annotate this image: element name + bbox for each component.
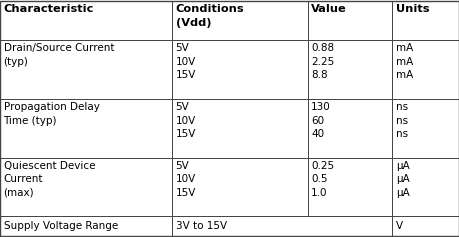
Bar [0,99,172,158]
Bar [392,40,459,99]
Text: Propagation Delay
Time (typ): Propagation Delay Time (typ) [4,102,100,126]
Bar [308,1,392,40]
Bar [172,1,308,40]
Bar [0,40,172,99]
Text: Quiescent Device
Current
(max): Quiescent Device Current (max) [4,161,95,198]
Bar [0,158,172,216]
Text: V: V [396,221,403,231]
Bar [392,99,459,158]
Bar [308,99,392,158]
Bar [392,1,459,40]
Bar [172,216,392,236]
Bar [392,158,459,216]
Text: 5V
10V
15V: 5V 10V 15V [176,102,196,139]
Text: Value: Value [311,4,347,14]
Text: Supply Voltage Range: Supply Voltage Range [4,221,118,231]
Bar [308,40,392,99]
Text: 5V
10V
15V: 5V 10V 15V [176,161,196,198]
Text: 5V
10V
15V: 5V 10V 15V [176,43,196,80]
Bar [172,99,308,158]
Bar [392,216,459,236]
Text: μA
μA
μA: μA μA μA [396,161,410,198]
Text: 3V to 15V: 3V to 15V [176,221,227,231]
Text: Characteristic: Characteristic [4,4,94,14]
Text: ns
ns
ns: ns ns ns [396,102,408,139]
Bar [308,158,392,216]
Bar [172,40,308,99]
Text: mA
mA
mA: mA mA mA [396,43,413,80]
Text: Drain/Source Current
(typ): Drain/Source Current (typ) [4,43,114,67]
Text: Conditions
(Vdd): Conditions (Vdd) [176,4,244,27]
Bar [172,158,308,216]
Text: 130
60
40: 130 60 40 [311,102,331,139]
Text: Units: Units [396,4,430,14]
Text: 0.88
2.25
8.8: 0.88 2.25 8.8 [311,43,334,80]
Text: 0.25
0.5
1.0: 0.25 0.5 1.0 [311,161,334,198]
Bar [0,1,172,40]
Bar [0,216,172,236]
